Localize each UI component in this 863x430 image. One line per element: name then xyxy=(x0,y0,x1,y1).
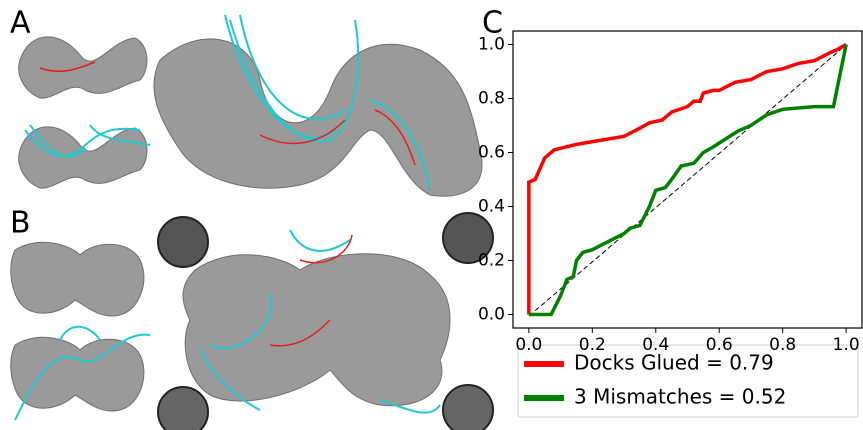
panel-label: B xyxy=(10,206,31,241)
protein-surface xyxy=(18,36,148,99)
x-tick-label: 0.2 xyxy=(579,335,606,355)
x-tick-label: 0.0 xyxy=(515,335,542,355)
y-tick-label: 1.0 xyxy=(478,35,505,55)
ligand-path xyxy=(269,234,353,347)
y-tick-label: 0.2 xyxy=(478,251,505,271)
inset-zoom xyxy=(442,384,494,430)
docking-paths xyxy=(224,14,431,191)
inset-zoom xyxy=(442,212,494,264)
protein-surface xyxy=(182,253,451,407)
protein-surface xyxy=(10,336,145,412)
roc-curve xyxy=(528,44,848,317)
y-tick-label: 0.0 xyxy=(478,305,505,325)
x-tick-label: 1.0 xyxy=(833,335,860,355)
protein-surface xyxy=(153,38,483,197)
x-tick-label: 0.4 xyxy=(642,335,669,355)
plot-frame xyxy=(512,30,863,329)
y-tick-label: 0.6 xyxy=(478,143,505,163)
roc-chart xyxy=(527,42,848,317)
x-tick-label: 0.6 xyxy=(706,335,733,355)
inset-zoom xyxy=(157,216,209,268)
protein-surface xyxy=(10,241,145,317)
protein-surface xyxy=(18,126,148,189)
legend-label: Docks Glued = 0.79 xyxy=(574,351,774,375)
panel-label: A xyxy=(10,6,31,41)
y-tick-label: 0.4 xyxy=(478,197,505,217)
roc-curve xyxy=(527,42,847,315)
y-tick-label: 0.8 xyxy=(478,89,505,109)
legend-label: 3 Mismatches = 0.52 xyxy=(574,385,786,409)
docking-paths xyxy=(199,229,441,414)
docking-paths xyxy=(24,124,151,158)
chance-diagonal xyxy=(528,44,847,317)
docking-paths xyxy=(14,325,151,421)
ligand-path xyxy=(259,109,416,166)
ligand-path xyxy=(39,61,96,73)
inset-zoom xyxy=(157,386,209,430)
x-tick-label: 0.8 xyxy=(769,335,796,355)
legend xyxy=(517,344,859,418)
panel-label: C xyxy=(482,6,503,41)
